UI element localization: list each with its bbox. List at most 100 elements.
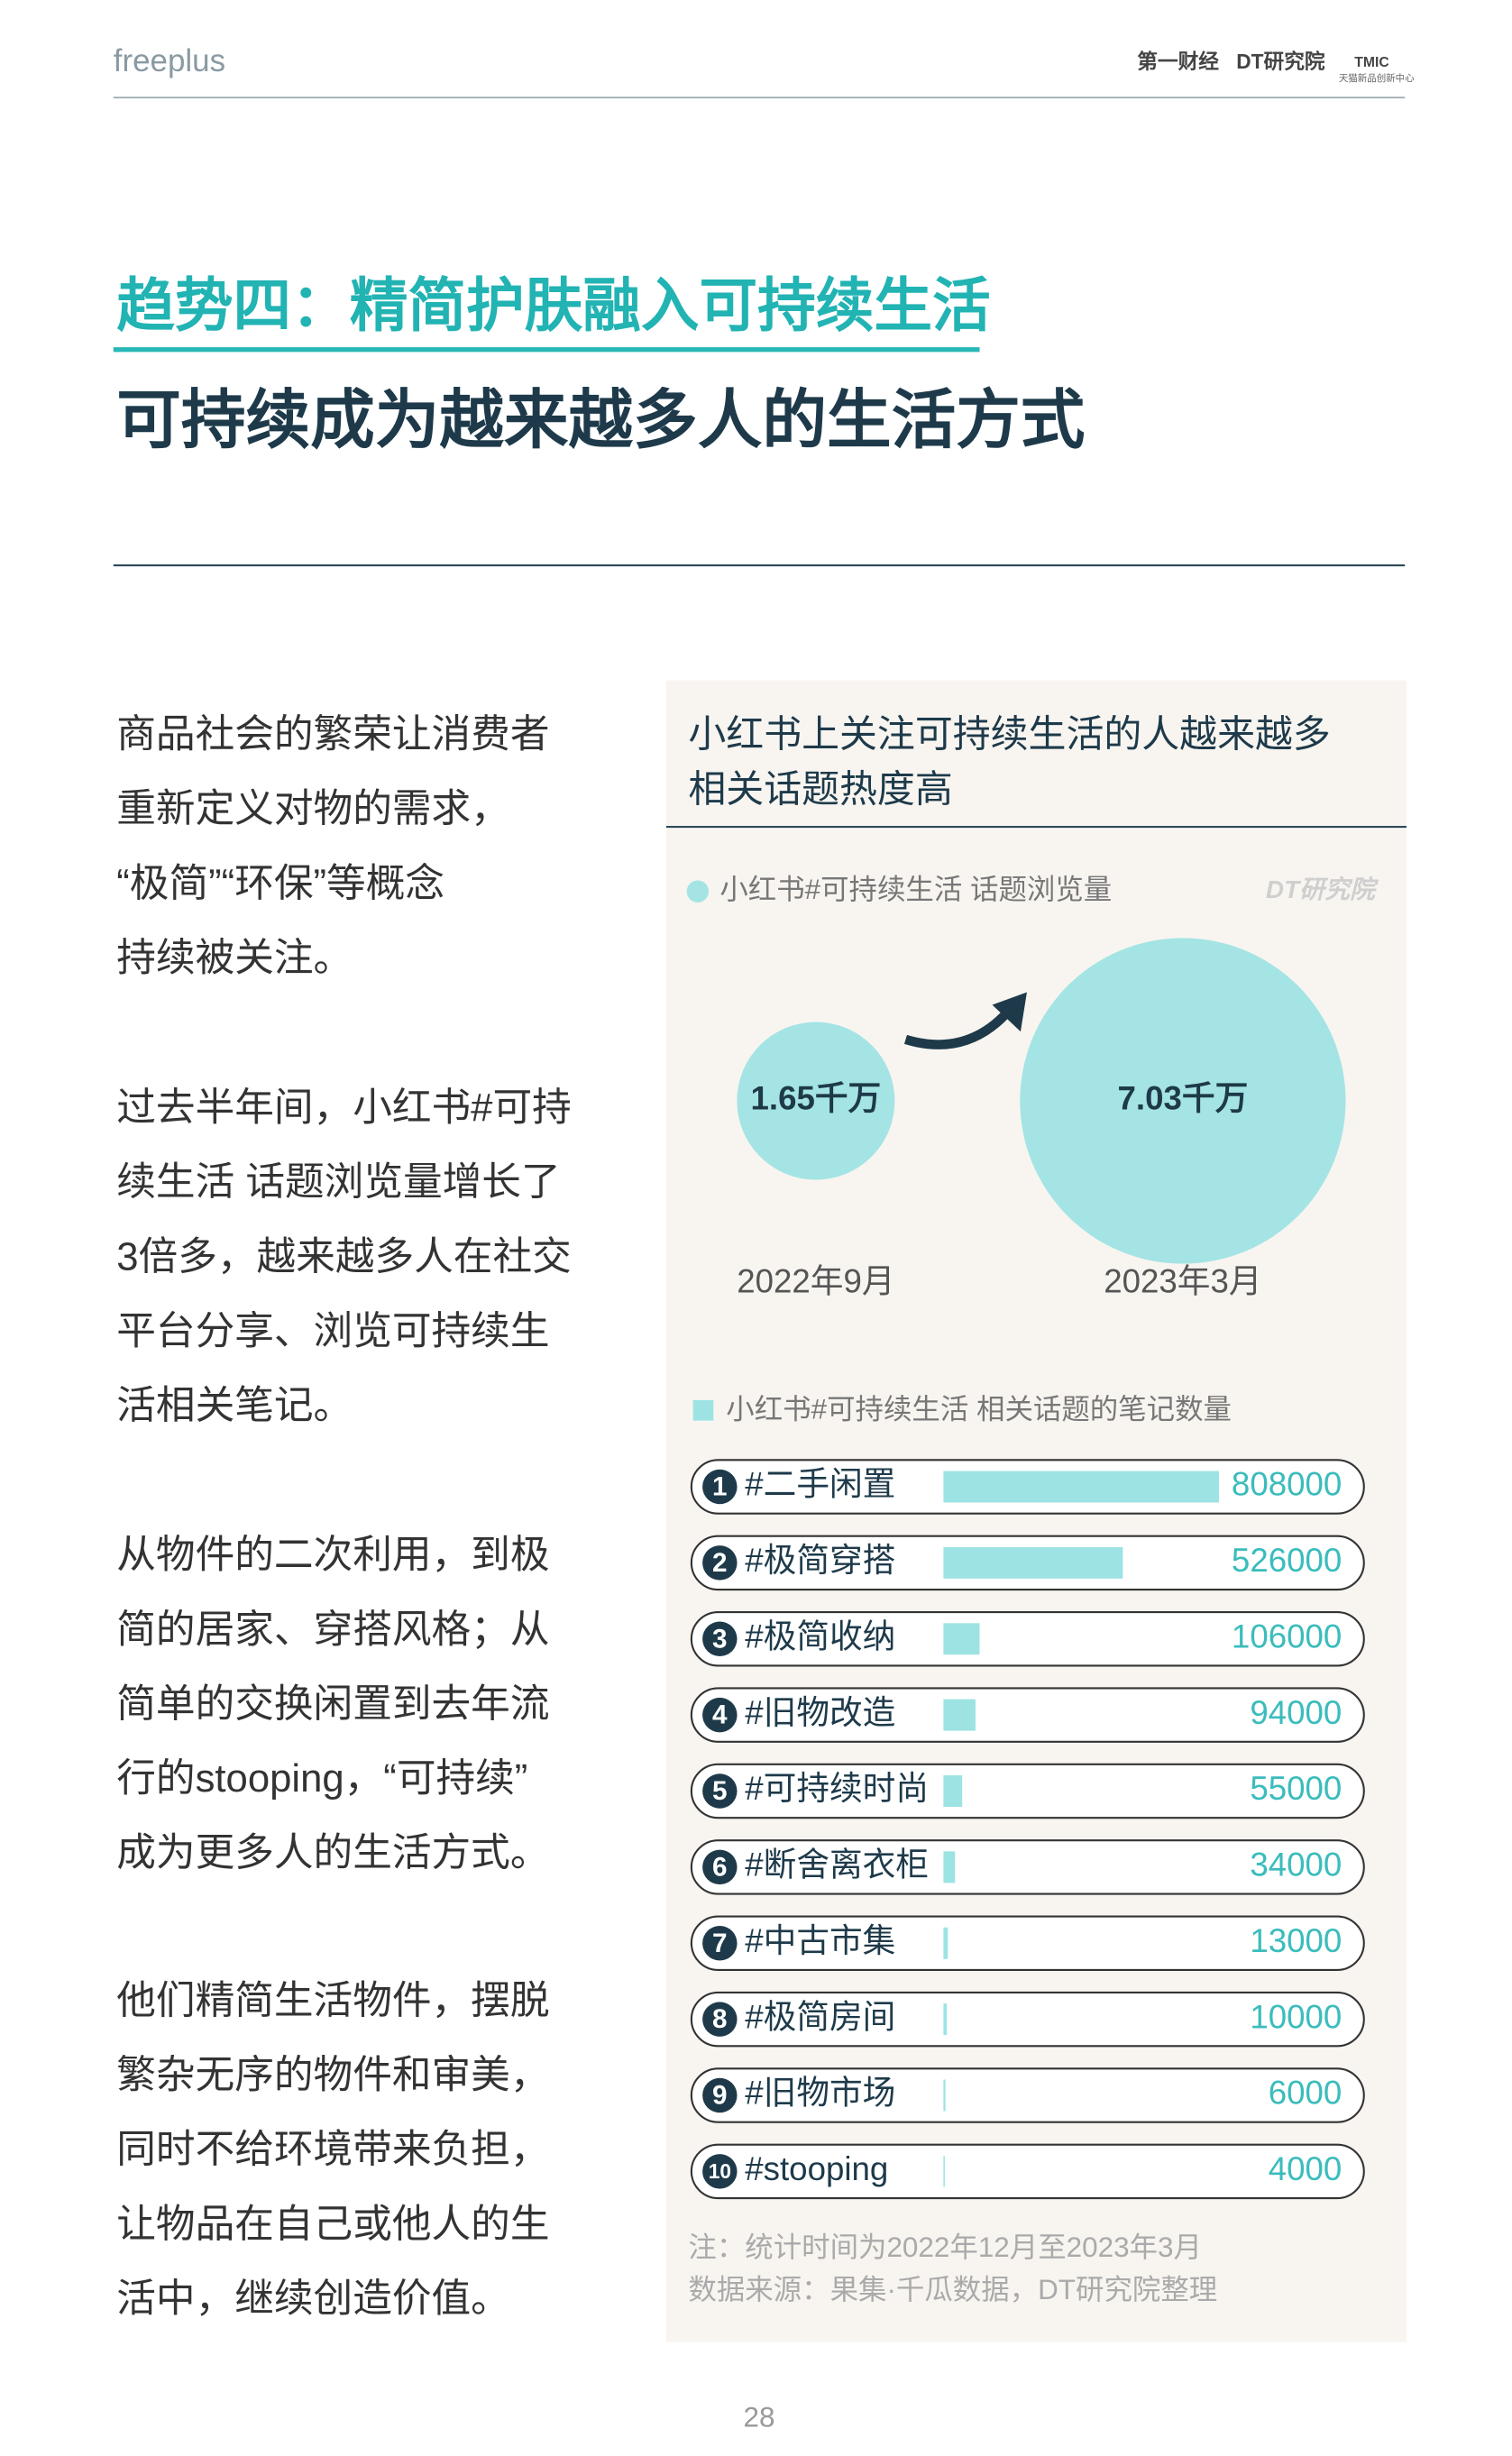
category-label: #旧物改造: [745, 1694, 895, 1731]
subtitle: 可持续成为越来越多人的生活方式: [116, 385, 1085, 457]
value-label: 13000: [1250, 1922, 1342, 1959]
bubble: [1020, 938, 1346, 1264]
category-label: 2023年3月: [1104, 1262, 1261, 1299]
rank: 9: [712, 2081, 728, 2111]
legend-marker: [686, 880, 710, 903]
rank: 7: [712, 1929, 728, 1958]
rank-badge: [702, 1926, 738, 1961]
rank: 8: [712, 2004, 728, 2034]
category-label: #断舍离衣柜: [745, 1847, 929, 1883]
value-label: 55000: [1250, 1770, 1342, 1807]
category-label: #二手闲置: [745, 1466, 895, 1503]
value-label: 94000: [1250, 1694, 1342, 1731]
rank: 4: [712, 1700, 728, 1730]
rank-badge: [702, 1621, 738, 1656]
value-label: 526000: [1232, 1542, 1342, 1579]
paragraph-line: 行的stooping，“可持续”: [116, 1756, 527, 1801]
bar: [943, 1927, 948, 1959]
paragraph-line: “极简”“环保”等概念: [116, 861, 444, 905]
paragraph-line: 从物件的二次利用，到极: [116, 1533, 549, 1577]
paragraph-line: 简单的交换闲置到去年流: [116, 1682, 549, 1726]
bar: [943, 2003, 948, 2036]
legend-marker: [692, 1399, 714, 1421]
bar: [943, 2079, 946, 2112]
category-label: #极简穿搭: [745, 1542, 895, 1579]
panel-title: 相关话题热度高: [688, 768, 952, 811]
note: 数据来源：果集·千瓜数据，DT研究院整理: [688, 2274, 1217, 2305]
value-label: 4000: [1269, 2150, 1342, 2187]
category-label: #极简收纳: [745, 1617, 895, 1654]
paragraph-line: 让物品在自己或他人的生: [116, 2202, 549, 2246]
rank-badge: [702, 1697, 738, 1733]
category-label: #旧物市场: [745, 2075, 895, 2112]
legend-label: 小红书#可持续生活 相关话题的笔记数量: [726, 1393, 1232, 1425]
legend-label: 小红书#可持续生活 话题浏览量: [719, 874, 1112, 905]
paragraph-line: 活相关笔记。: [116, 1384, 353, 1428]
rank-badge: [702, 1849, 738, 1885]
paragraph-line: 重新定义对物的需求，: [116, 787, 510, 831]
logo-caption: 天猫新品创新中心: [1339, 72, 1415, 84]
bar: [943, 1546, 1123, 1579]
bubble-label: 1.65千万: [751, 1080, 882, 1117]
paragraph-line: 过去半年间，小红书#可持: [116, 1086, 572, 1130]
row-pill: [690, 1991, 1365, 2048]
growth-arrow: [903, 1004, 1015, 1049]
rank-badge: [702, 2077, 738, 2113]
row-pill: [690, 1611, 1365, 1667]
paragraph-line: 活中，继续创造价值。: [116, 2277, 510, 2321]
rank: 5: [712, 1776, 728, 1806]
rank-badge: [702, 1469, 738, 1505]
section-title: 趋势四：精简护肤融入可持续生活: [116, 272, 990, 338]
paragraph-line: 他们精简生活物件，摆脱: [116, 1978, 549, 2022]
bubble: [737, 1022, 895, 1180]
paragraph-line: 3倍多，越来越多人在社交: [116, 1234, 572, 1278]
category-label: #中古市集: [745, 1922, 895, 1959]
value-label: 808000: [1232, 1466, 1342, 1503]
rank: 6: [712, 1852, 728, 1882]
category-label: #极简房间: [745, 1998, 895, 2035]
arrow-head: [992, 992, 1027, 1032]
rank-badge: [702, 1773, 738, 1809]
rank-badge: [702, 2154, 738, 2189]
paragraph-line: 简的居家、穿搭风格；从: [116, 1608, 549, 1652]
bar: [943, 1775, 963, 1807]
paragraph-line: 成为更多人的生活方式。: [116, 1831, 549, 1875]
rank: 2: [712, 1548, 728, 1578]
bar: [943, 1623, 980, 1655]
rank: 3: [712, 1624, 728, 1654]
bar: [943, 1471, 1220, 1503]
bubble-label: 7.03千万: [1118, 1080, 1249, 1117]
row-pill: [690, 1915, 1365, 1971]
watermark: DT研究院: [1266, 875, 1379, 903]
rank-badge: [702, 2002, 738, 2037]
rank: 1: [712, 1472, 728, 1502]
bar: [943, 2155, 945, 2187]
value-label: 10000: [1250, 1998, 1342, 2035]
value-label: 34000: [1250, 1847, 1342, 1883]
logo-right: DT研究院: [1236, 50, 1325, 73]
category-label: 2022年9月: [737, 1262, 894, 1299]
paragraph-line: 平台分享、浏览可持续生: [116, 1309, 549, 1353]
row-pill: [690, 2067, 1365, 2123]
rank-badge: [702, 1545, 738, 1581]
logo-left: freeplus: [114, 43, 225, 78]
value-label: 106000: [1232, 1617, 1342, 1654]
bar: [943, 1699, 976, 1731]
paragraph-line: 商品社会的繁荣让消费者: [116, 712, 549, 756]
logo-right: TMIC: [1354, 55, 1388, 70]
row-pill: [690, 1763, 1365, 1819]
paragraph-line: 繁杂无序的物件和审美，: [116, 2053, 549, 2097]
page-number: 28: [744, 2401, 775, 2433]
category-label: #可持续时尚: [745, 1770, 929, 1807]
logo-right: 第一财经: [1137, 50, 1219, 73]
paragraph-line: 同时不给环境带来负担，: [116, 2128, 549, 2172]
paragraph-line: 持续被关注。: [116, 936, 353, 980]
paragraph-line: 续生活 话题浏览量增长了: [116, 1160, 560, 1205]
rank: 10: [709, 2159, 731, 2183]
value-label: 6000: [1269, 2075, 1342, 2112]
category-label: #stooping: [745, 2150, 888, 2187]
note: 注：统计时间为2022年12月至2023年3月: [688, 2231, 1202, 2263]
panel-title: 小红书上关注可持续生活的人越来越多: [688, 713, 1330, 756]
